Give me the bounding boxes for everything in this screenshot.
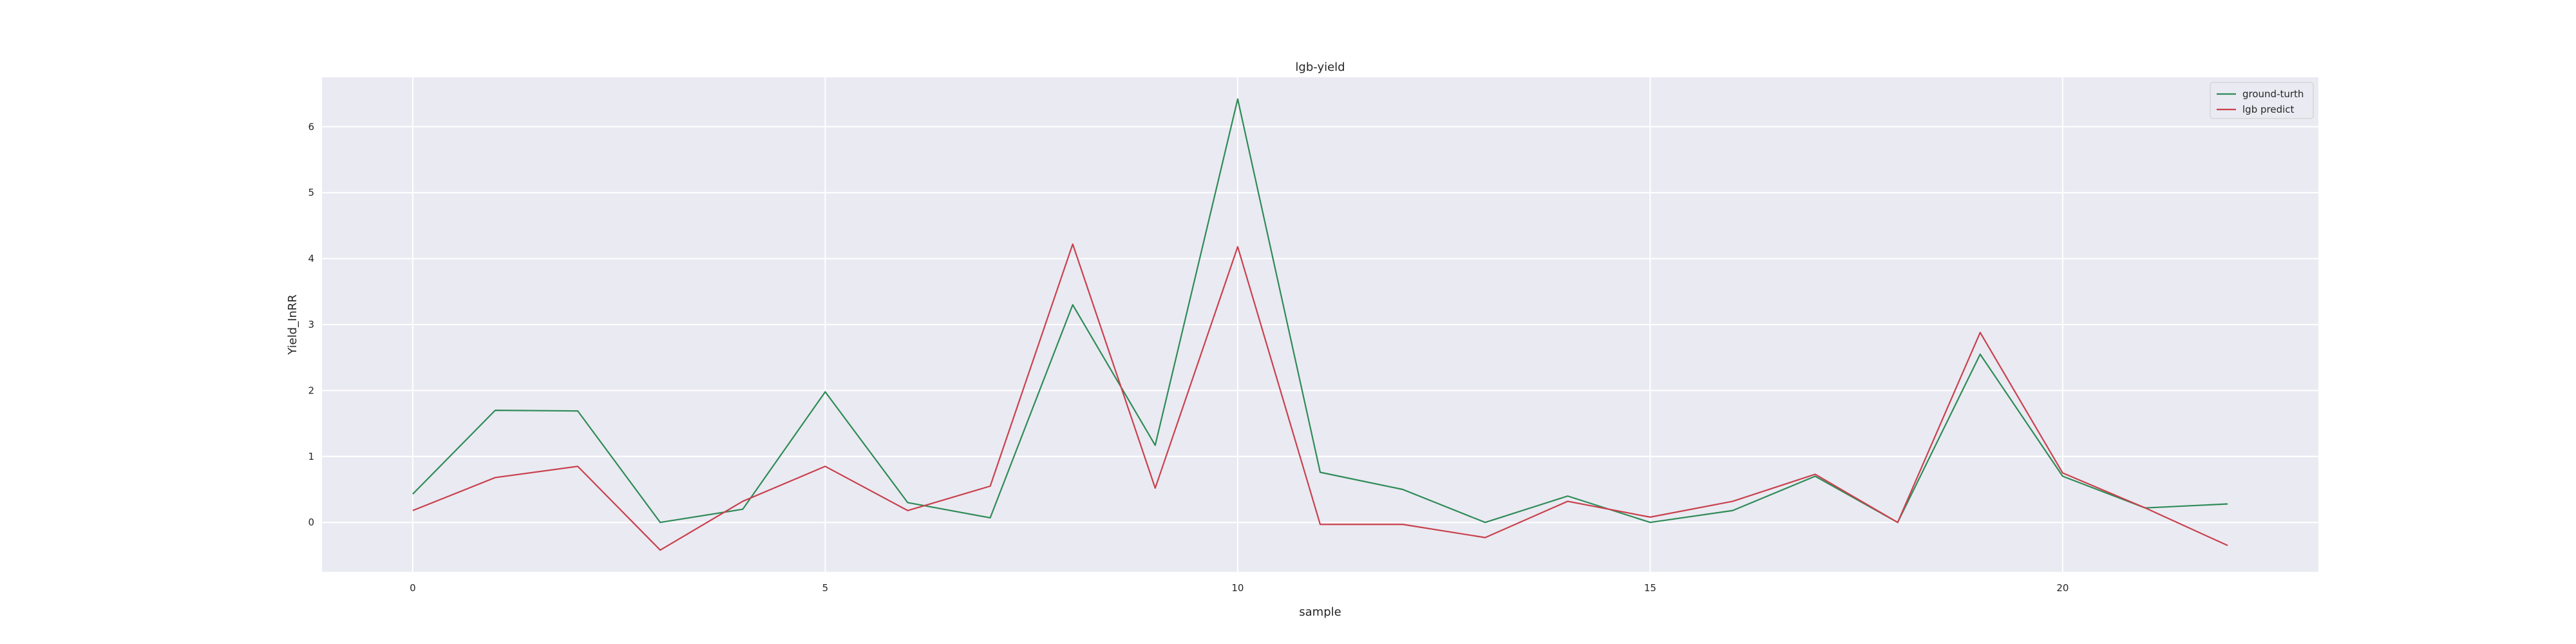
legend-label: ground-turth [2242, 88, 2304, 100]
x-tick-label: 5 [822, 582, 829, 594]
y-tick-label: 5 [308, 187, 314, 198]
series-line-ground-turth [412, 98, 2228, 524]
legend: ground-turth lgb predict [2210, 82, 2314, 119]
x-tick-label: 10 [1231, 582, 1244, 594]
x-tick-label: 15 [1644, 582, 1656, 594]
y-tick-label: 2 [308, 384, 314, 396]
x-axis-ticks: 0 5 10 15 20 [410, 582, 2069, 594]
y-axis-label: Yield_InRR [286, 294, 299, 355]
y-tick-label: 0 [308, 516, 314, 528]
y-axis-ticks: 0 1 2 3 4 5 6 [308, 121, 314, 528]
y-tick-label: 1 [308, 451, 314, 462]
series-layer [412, 98, 2228, 551]
x-tick-label: 0 [410, 582, 416, 594]
grid-lines [322, 77, 2318, 572]
chart-title: lgb-yield [1295, 61, 1345, 74]
x-tick-label: 20 [2056, 582, 2069, 594]
y-tick-label: 4 [308, 253, 314, 265]
legend-label: lgb predict [2242, 104, 2295, 115]
x-axis-label: sample [1299, 605, 1341, 619]
series-line-lgb-predict [412, 243, 2228, 551]
y-tick-label: 3 [308, 319, 314, 330]
y-tick-label: 6 [308, 121, 314, 133]
